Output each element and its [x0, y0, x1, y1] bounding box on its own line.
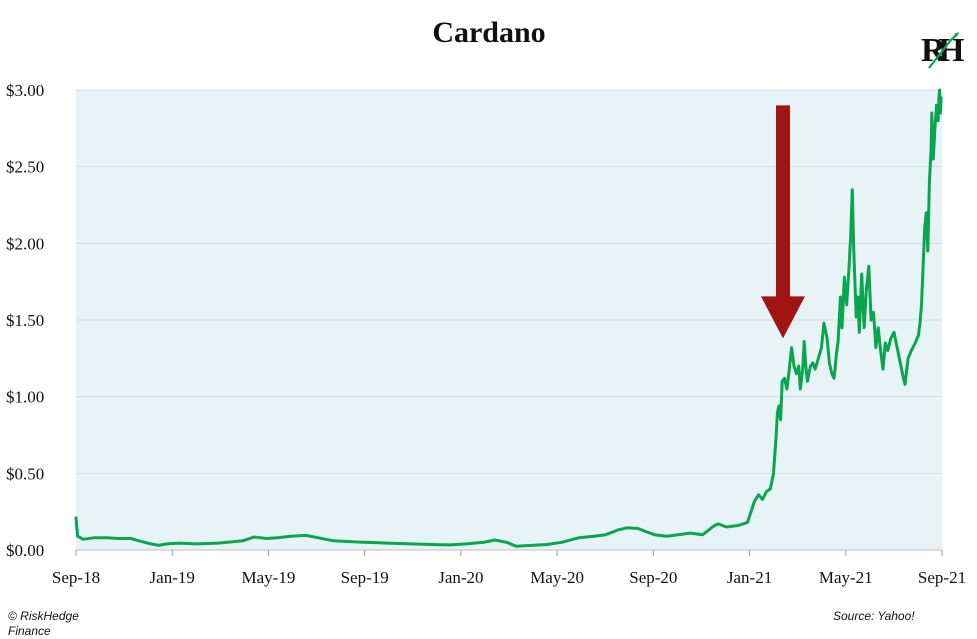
x-tick-label: May-20: [530, 568, 584, 587]
y-tick-label: $2.00: [6, 234, 44, 253]
riskhedge-logo-icon: R H: [921, 32, 964, 69]
x-tick-label: Sep-21: [918, 568, 966, 587]
arrow-shape: [760, 105, 805, 339]
chart-title: Cardano: [432, 16, 545, 49]
source-text: Source: Yahoo!: [833, 609, 915, 623]
gridlines: [76, 89, 942, 551]
x-tick-label: May-21: [819, 568, 873, 587]
price-line: [74, 88, 943, 548]
y-tick-label: $2.50: [6, 158, 44, 177]
x-tick-label: Jan-20: [438, 568, 483, 587]
x-tick-label: Sep-20: [629, 568, 677, 587]
y-tick-label: $0.00: [6, 541, 44, 560]
x-tick-label: Sep-18: [52, 568, 100, 587]
x-tick-label: Jan-21: [727, 568, 772, 587]
x-tick-label: Sep-19: [341, 568, 389, 587]
y-tick-label: $0.50: [6, 464, 44, 483]
y-tick-label: $1.50: [6, 311, 44, 330]
y-tick-label: $1.00: [6, 388, 44, 407]
annotation-arrow: [760, 105, 805, 339]
copyright-text: © RiskHedge Finance: [8, 609, 79, 638]
x-axis: Sep-18 Jan-19 May-19 Sep-19 Jan-20 May-20 Sep-…: [52, 550, 966, 587]
y-axis: $0.00 $0.50 $1.00 $1.50 $2.00 $2.50 $3.00: [6, 81, 44, 560]
x-tick-label: May-19: [242, 568, 296, 587]
y-tick-label: $3.00: [6, 81, 44, 100]
x-tick-label: Jan-19: [150, 568, 195, 587]
